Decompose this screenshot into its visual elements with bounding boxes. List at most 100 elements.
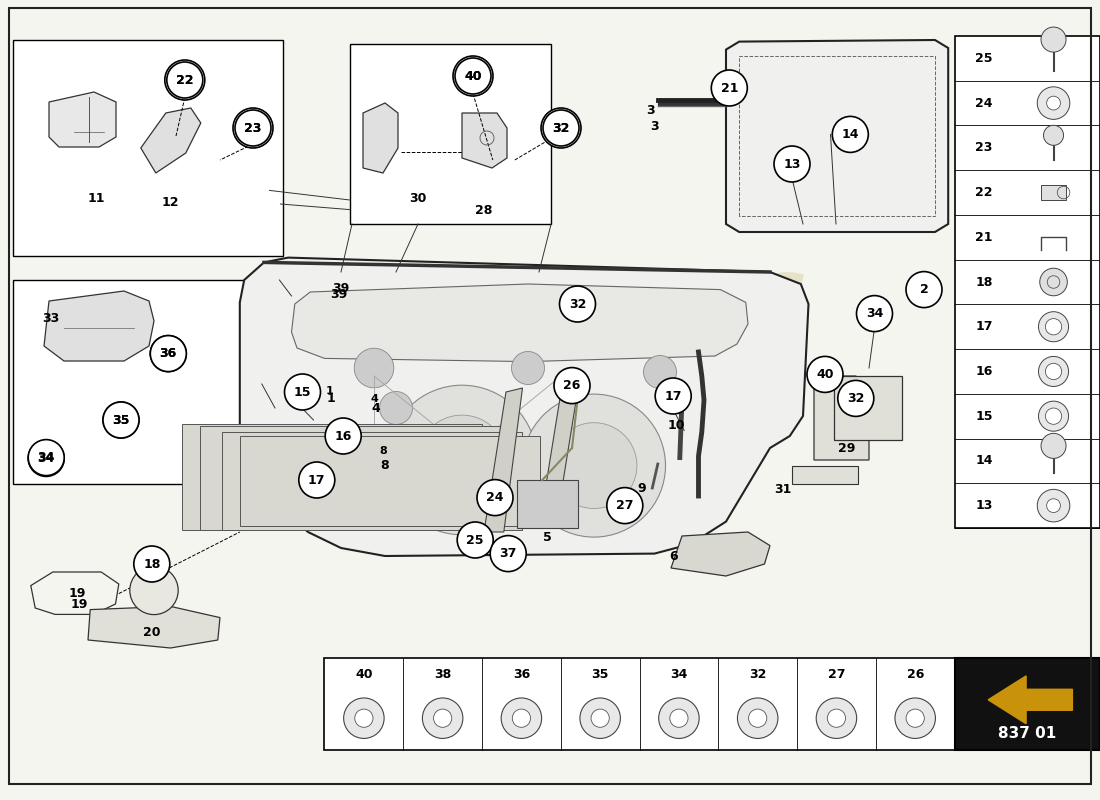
Circle shape xyxy=(857,296,892,331)
Bar xyxy=(517,480,578,528)
Text: 3: 3 xyxy=(650,120,659,133)
Circle shape xyxy=(477,480,513,516)
Text: 19: 19 xyxy=(68,587,86,600)
Polygon shape xyxy=(988,676,1072,724)
Polygon shape xyxy=(726,40,948,232)
Text: 36: 36 xyxy=(160,347,177,360)
Text: 38: 38 xyxy=(434,669,451,682)
Text: 30: 30 xyxy=(409,192,427,205)
Text: EUROTEPOS: EUROTEPOS xyxy=(337,270,807,338)
Text: 32: 32 xyxy=(552,122,570,134)
Text: 22: 22 xyxy=(975,186,992,199)
Circle shape xyxy=(816,698,857,738)
Text: 11: 11 xyxy=(88,192,106,205)
Text: 7: 7 xyxy=(334,438,343,448)
Bar xyxy=(350,44,551,224)
Polygon shape xyxy=(50,92,116,147)
Text: 14: 14 xyxy=(975,454,992,467)
Circle shape xyxy=(326,418,361,454)
Bar xyxy=(955,658,1100,750)
Circle shape xyxy=(130,566,178,614)
Text: 3: 3 xyxy=(646,104,654,117)
Circle shape xyxy=(433,709,452,727)
Text: 21: 21 xyxy=(720,82,738,94)
Circle shape xyxy=(670,709,688,727)
Circle shape xyxy=(607,488,642,524)
Circle shape xyxy=(1038,357,1068,386)
Circle shape xyxy=(235,110,271,146)
Text: 35: 35 xyxy=(112,414,130,426)
Circle shape xyxy=(543,110,579,146)
Circle shape xyxy=(343,698,384,738)
Text: 837 01: 837 01 xyxy=(999,726,1056,742)
Polygon shape xyxy=(141,108,201,173)
Circle shape xyxy=(656,378,691,414)
Text: 16: 16 xyxy=(334,430,352,442)
Text: 36: 36 xyxy=(513,669,530,682)
Circle shape xyxy=(1041,434,1066,458)
Circle shape xyxy=(807,357,843,392)
Circle shape xyxy=(1045,363,1062,379)
Circle shape xyxy=(134,546,169,582)
Circle shape xyxy=(151,336,186,371)
Text: 22: 22 xyxy=(176,74,194,86)
Circle shape xyxy=(838,380,873,416)
Text: 22: 22 xyxy=(176,74,194,86)
Circle shape xyxy=(749,709,767,727)
Polygon shape xyxy=(88,606,220,648)
Circle shape xyxy=(1045,408,1062,424)
Text: 24: 24 xyxy=(975,97,992,110)
Text: 23: 23 xyxy=(244,122,262,134)
Text: 31: 31 xyxy=(774,483,792,496)
Polygon shape xyxy=(240,258,808,556)
Circle shape xyxy=(167,62,202,98)
Circle shape xyxy=(233,108,273,148)
Text: 24: 24 xyxy=(486,491,504,504)
Text: 34: 34 xyxy=(37,452,55,465)
Bar xyxy=(200,426,499,530)
Circle shape xyxy=(1041,27,1066,52)
Polygon shape xyxy=(792,466,858,484)
Text: 28: 28 xyxy=(475,204,493,217)
Text: 36: 36 xyxy=(160,347,177,360)
Text: 4: 4 xyxy=(370,394,378,404)
Text: 32: 32 xyxy=(569,298,586,310)
Polygon shape xyxy=(44,291,154,361)
Text: 39: 39 xyxy=(330,288,348,301)
Circle shape xyxy=(737,698,778,738)
Text: 27: 27 xyxy=(827,669,845,682)
Circle shape xyxy=(417,415,507,505)
Text: 5: 5 xyxy=(543,531,552,544)
Text: 4: 4 xyxy=(372,402,381,414)
Text: 17: 17 xyxy=(975,320,992,334)
Circle shape xyxy=(712,70,747,106)
Text: 23: 23 xyxy=(976,142,992,154)
Text: 18: 18 xyxy=(976,275,992,289)
Circle shape xyxy=(103,402,139,438)
Circle shape xyxy=(502,698,541,738)
Text: 15: 15 xyxy=(975,410,992,422)
Text: 35: 35 xyxy=(112,414,130,426)
Circle shape xyxy=(491,536,526,571)
Text: 20: 20 xyxy=(143,626,161,638)
Circle shape xyxy=(1040,268,1067,296)
Circle shape xyxy=(895,698,935,738)
Text: a passion for parts since 1955: a passion for parts since 1955 xyxy=(361,388,739,412)
Text: 10: 10 xyxy=(668,419,685,432)
Text: 1: 1 xyxy=(327,392,336,405)
Circle shape xyxy=(554,367,590,403)
Text: 19: 19 xyxy=(70,598,88,611)
Bar xyxy=(222,432,521,530)
Text: 40: 40 xyxy=(816,368,834,381)
Text: 34: 34 xyxy=(866,307,883,320)
Bar xyxy=(1041,185,1066,200)
Text: 32: 32 xyxy=(847,392,865,405)
Circle shape xyxy=(833,116,868,152)
Text: 13: 13 xyxy=(783,158,801,170)
Circle shape xyxy=(591,709,609,727)
Circle shape xyxy=(1038,312,1068,342)
Text: 8: 8 xyxy=(378,446,387,456)
Text: 1: 1 xyxy=(326,386,334,396)
Circle shape xyxy=(1038,401,1068,431)
Circle shape xyxy=(354,348,394,388)
